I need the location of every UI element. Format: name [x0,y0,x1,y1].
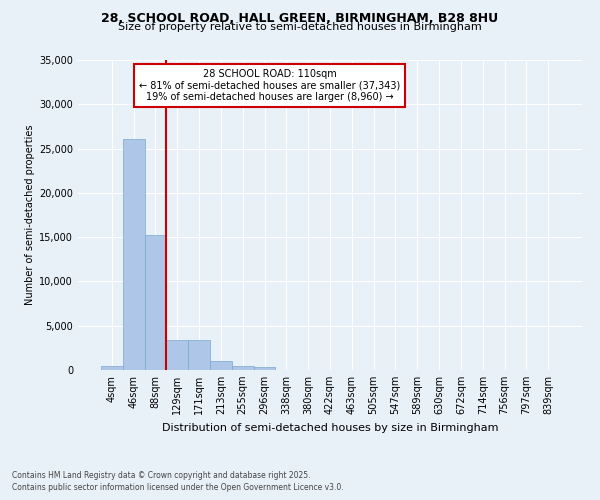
Bar [101,366,123,370]
Bar [145,236,166,370]
Text: Contains public sector information licensed under the Open Government Licence v3: Contains public sector information licen… [12,484,344,492]
Bar [232,366,254,370]
Bar [188,340,210,370]
X-axis label: Distribution of semi-detached houses by size in Birmingham: Distribution of semi-detached houses by … [162,422,498,432]
Text: 28 SCHOOL ROAD: 110sqm
← 81% of semi-detached houses are smaller (37,343)
19% of: 28 SCHOOL ROAD: 110sqm ← 81% of semi-det… [139,70,400,102]
Bar [166,340,188,370]
Y-axis label: Number of semi-detached properties: Number of semi-detached properties [25,124,35,305]
Bar [210,360,232,370]
Text: 28, SCHOOL ROAD, HALL GREEN, BIRMINGHAM, B28 8HU: 28, SCHOOL ROAD, HALL GREEN, BIRMINGHAM,… [101,12,499,26]
Text: Contains HM Land Registry data © Crown copyright and database right 2025.: Contains HM Land Registry data © Crown c… [12,471,311,480]
Bar [254,368,275,370]
Text: Size of property relative to semi-detached houses in Birmingham: Size of property relative to semi-detach… [118,22,482,32]
Bar [123,139,145,370]
